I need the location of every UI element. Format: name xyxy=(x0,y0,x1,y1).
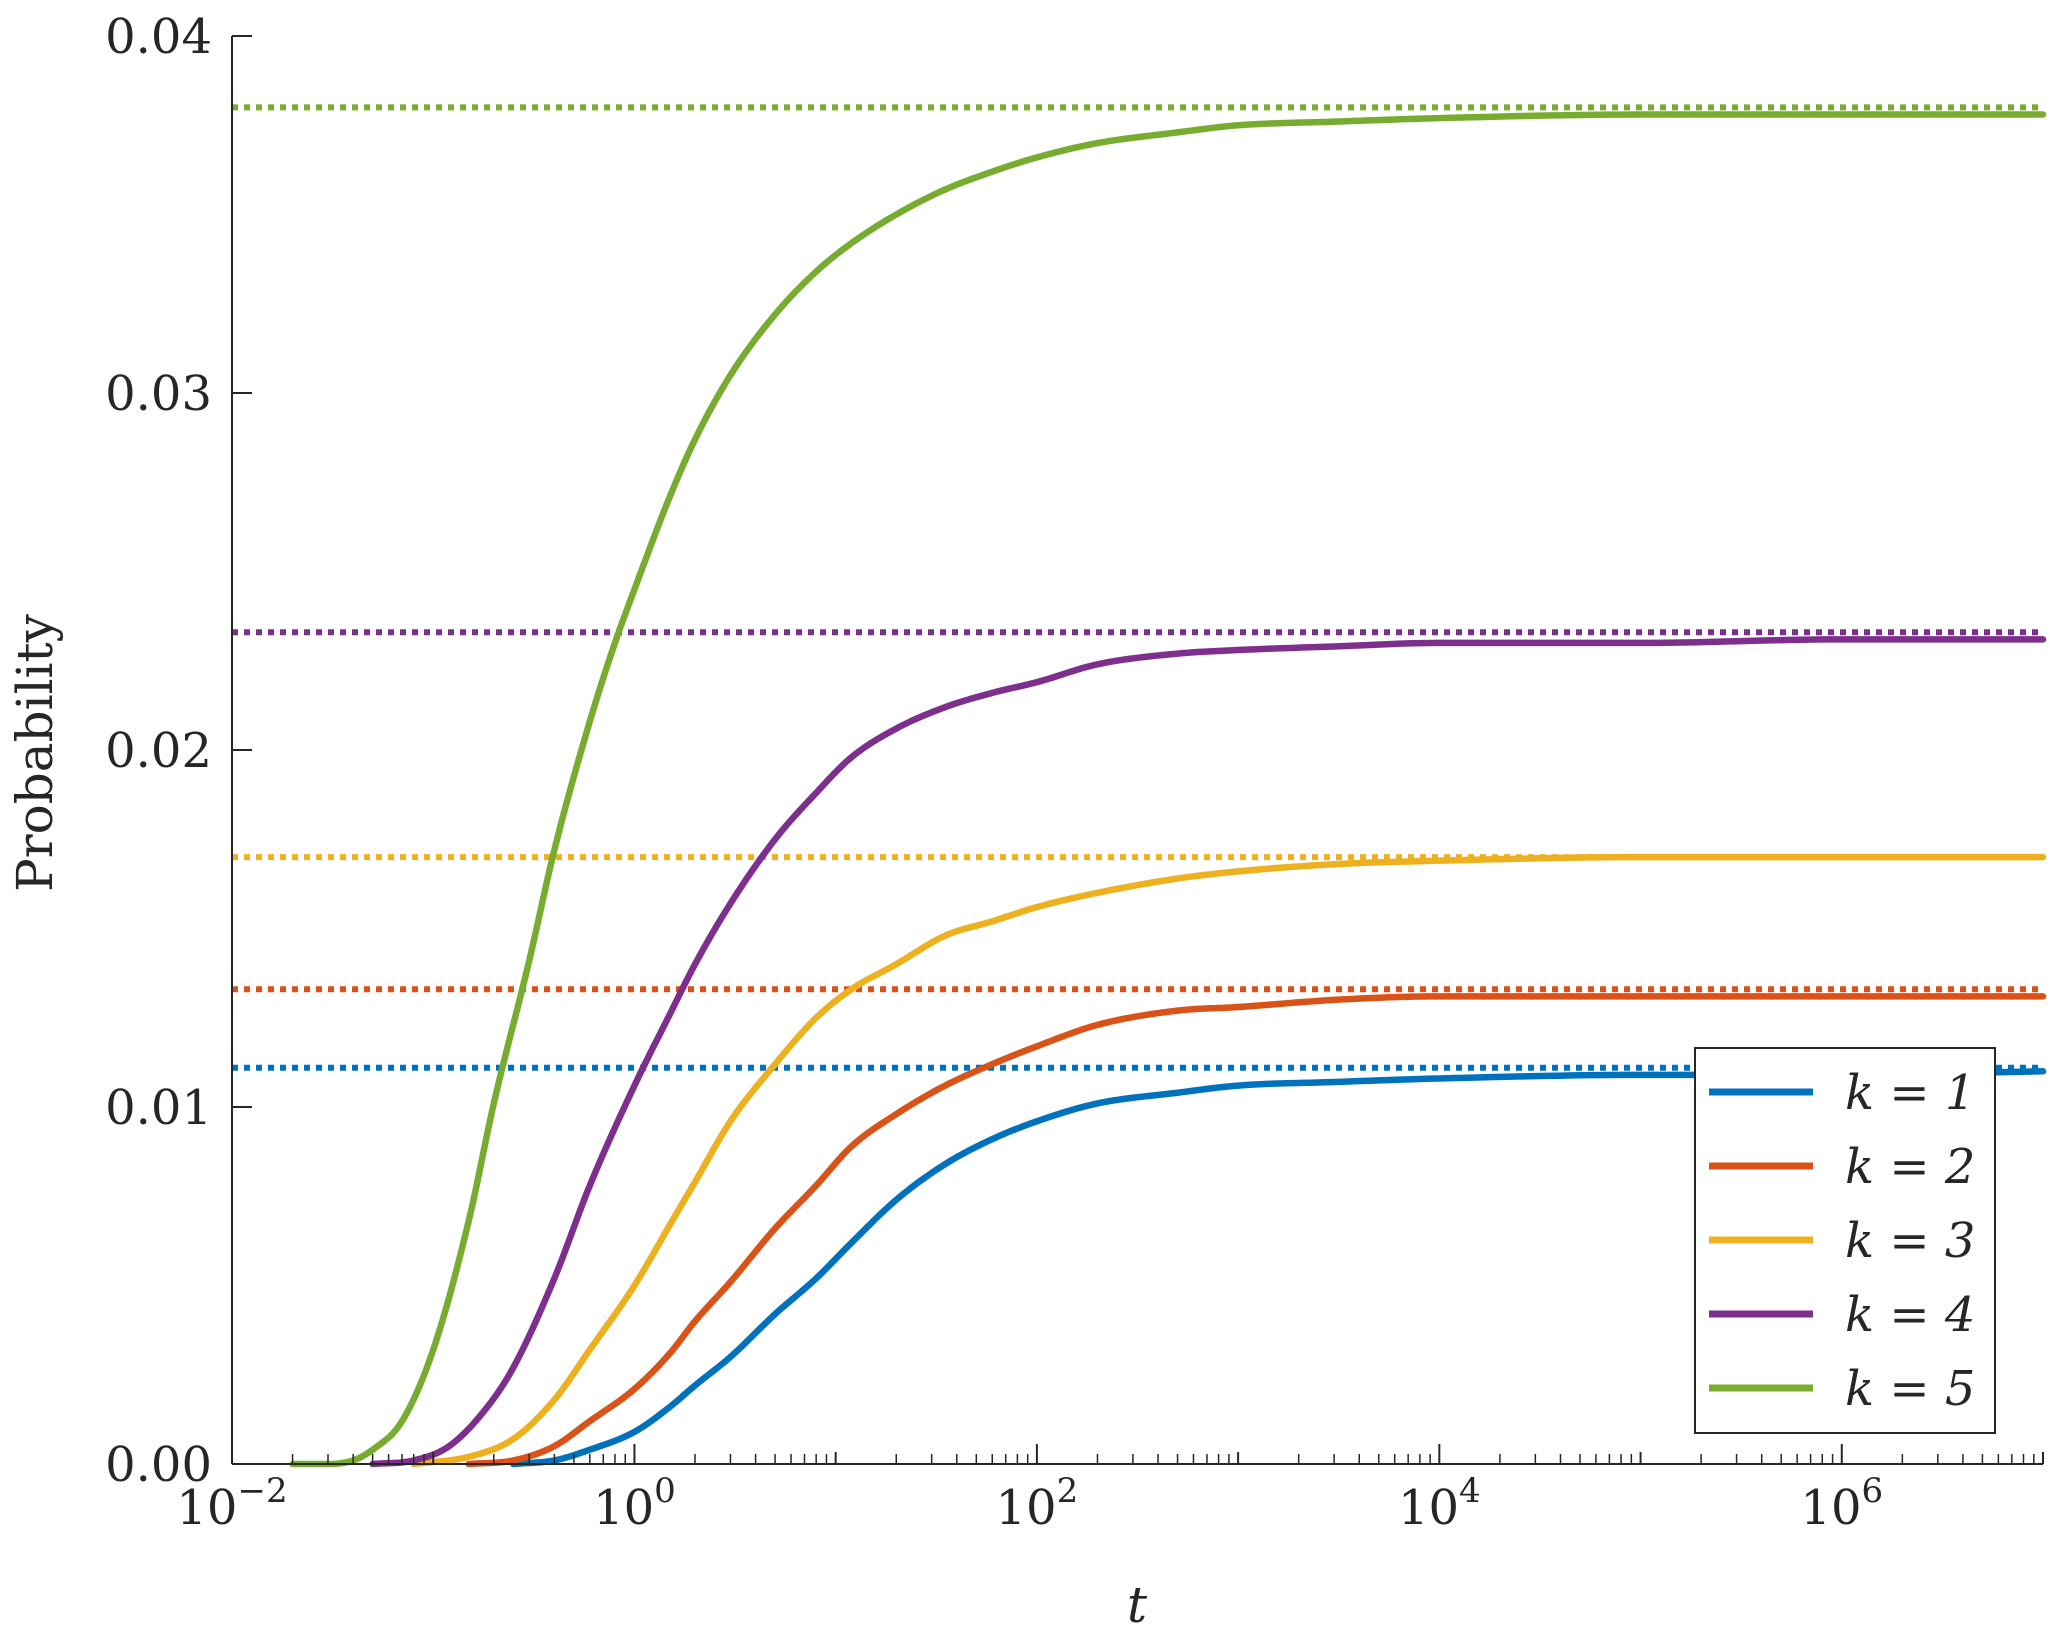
x-tick-label: 10−2 xyxy=(176,1471,287,1536)
y-tick-label: 0.01 xyxy=(105,1080,212,1136)
y-tick-label: 0.02 xyxy=(105,723,212,779)
series-line xyxy=(369,636,2047,1468)
y-tick-label: 0.04 xyxy=(105,9,212,65)
series-line xyxy=(510,1068,2047,1468)
x-tick-label: 106 xyxy=(1800,1471,1883,1536)
x-tick-label: 100 xyxy=(593,1471,676,1536)
legend-label: k = 4 xyxy=(1845,1287,1975,1343)
y-tick-label: 0.03 xyxy=(105,366,212,422)
legend-label: k = 1 xyxy=(1845,1065,1975,1121)
limit-lines xyxy=(232,104,2043,1071)
legend-label: k = 3 xyxy=(1845,1213,1975,1269)
series-line xyxy=(410,853,2047,1468)
y-tick-label: 0.00 xyxy=(105,1437,212,1493)
series-line xyxy=(289,111,2047,1468)
x-axis-label: t xyxy=(1127,1576,1148,1634)
legend-label: k = 5 xyxy=(1845,1361,1975,1417)
y-axis-ticks: 0.00 0.01 0.02 0.03 0.04 xyxy=(105,9,252,1493)
series-lines xyxy=(289,111,2047,1468)
x-axis-ticks: 10−2 100 102 104 106 xyxy=(176,1444,2044,1536)
x-tick-label: 104 xyxy=(1398,1471,1481,1536)
x-tick-label: 102 xyxy=(996,1471,1079,1536)
y-axis-label: Probability xyxy=(6,613,64,892)
legend: k = 1 k = 2 k = 3 k = 4 k = 5 xyxy=(1694,1047,1996,1434)
legend-label: k = 2 xyxy=(1845,1139,1975,1195)
series-line xyxy=(465,993,2047,1468)
